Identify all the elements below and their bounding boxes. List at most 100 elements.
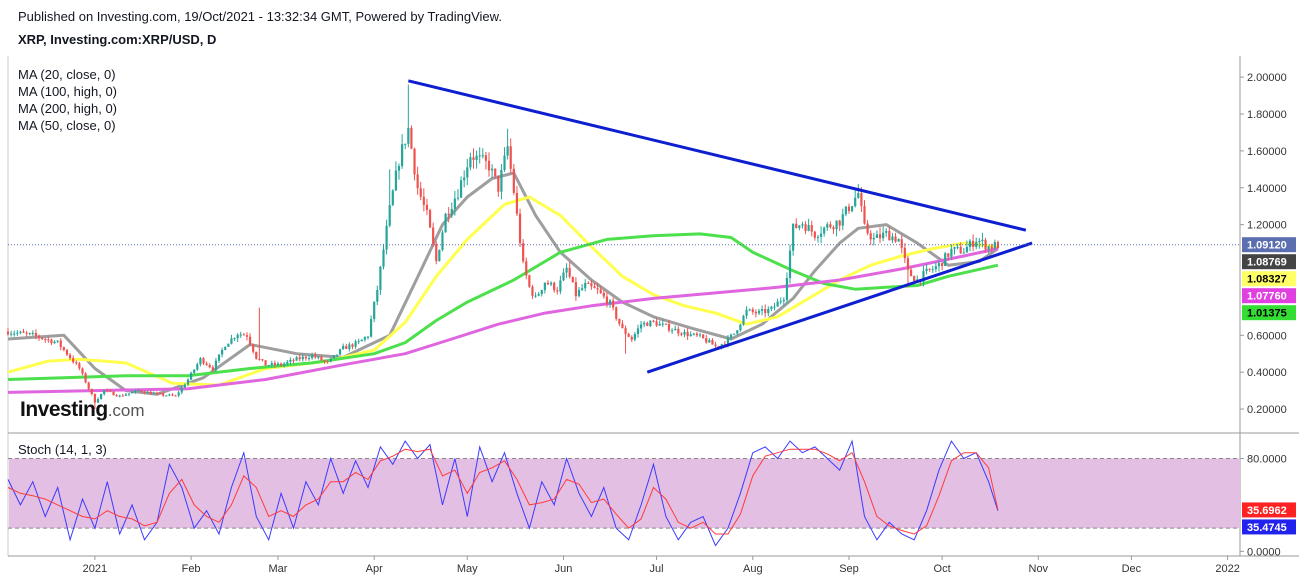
- price-label: 1.01375: [1247, 308, 1287, 320]
- candle-body: [369, 319, 373, 337]
- candle-body: [34, 332, 38, 336]
- candle-body: [338, 349, 342, 355]
- time-tick-label: 2022: [1215, 563, 1239, 575]
- candle-body: [571, 276, 574, 283]
- time-tick-label: Oct: [934, 563, 951, 575]
- candle-body: [987, 246, 990, 250]
- candle-body: [401, 144, 404, 167]
- candle-body: [487, 160, 491, 171]
- legend-ma200[interactable]: MA (200, high, 0): [18, 101, 117, 116]
- candle-body: [425, 204, 429, 211]
- candle-body: [221, 350, 224, 355]
- candle-body: [351, 344, 354, 347]
- candle-body: [751, 309, 754, 312]
- candle-body: [214, 360, 218, 371]
- candle-body: [838, 220, 841, 226]
- candle-body: [56, 340, 59, 342]
- candle-body: [720, 344, 723, 347]
- stoch-legend[interactable]: Stoch (14, 1, 3): [18, 442, 107, 457]
- candle-body: [199, 358, 202, 365]
- candle-body: [72, 358, 75, 363]
- candle-body: [174, 395, 177, 397]
- candle-body: [872, 237, 875, 240]
- candle-body: [301, 356, 304, 360]
- candle-body: [22, 331, 25, 333]
- candle-body: [432, 227, 435, 244]
- candle-body: [103, 390, 106, 394]
- candle-body: [463, 177, 466, 181]
- stoch-line-0: [7, 439, 999, 547]
- candle-body: [947, 253, 950, 257]
- candle-body: [503, 155, 506, 171]
- candle-body: [115, 395, 118, 397]
- candle-body: [698, 334, 702, 336]
- candle-body: [236, 334, 239, 339]
- candle-body: [295, 357, 298, 361]
- candle-body: [326, 361, 329, 363]
- candle-body: [453, 198, 456, 209]
- legend-ma50[interactable]: MA (50, close, 0): [18, 118, 116, 133]
- candle-body: [804, 224, 807, 231]
- time-tick-label: Sep: [839, 563, 859, 575]
- time-tick-label: Feb: [182, 563, 201, 575]
- candle-body: [652, 320, 655, 322]
- candle-body: [44, 338, 47, 340]
- candle-body: [407, 127, 410, 144]
- candle-body: [124, 394, 128, 396]
- candle-body: [354, 341, 357, 347]
- candle-body: [686, 331, 689, 337]
- candle-body: [438, 249, 441, 262]
- candle-body: [705, 338, 708, 343]
- candle-body: [146, 391, 149, 394]
- candle-body: [965, 247, 969, 253]
- candle-body: [950, 248, 953, 257]
- candle-body: [360, 339, 363, 342]
- candle-body: [739, 324, 742, 331]
- candle-body: [162, 393, 165, 396]
- candle-body: [584, 282, 587, 289]
- candle-body: [925, 268, 928, 272]
- time-tick-label: Mar: [269, 563, 288, 575]
- price-tick-label: 1.40000: [1247, 183, 1287, 195]
- candle-body: [823, 227, 826, 234]
- candle-body: [382, 249, 385, 267]
- candle-body: [748, 309, 751, 311]
- candle-body: [118, 395, 121, 397]
- price-tick-label: 0.60000: [1247, 330, 1287, 342]
- candle-body: [788, 250, 792, 279]
- legend-ma100[interactable]: MA (100, high, 0): [18, 84, 117, 99]
- candle-body: [90, 388, 93, 395]
- candle-body: [981, 239, 984, 242]
- candle-body: [189, 372, 193, 380]
- candle-body: [689, 334, 692, 337]
- candle-body: [826, 224, 829, 228]
- trendline-1: [646, 241, 1033, 374]
- price-label-bg: [1242, 288, 1296, 304]
- candle-body: [792, 223, 795, 251]
- candle-body: [525, 261, 528, 276]
- candle-body: [155, 393, 159, 395]
- candle-body: [801, 224, 804, 226]
- candle-body: [478, 155, 481, 157]
- candle-body: [540, 290, 543, 295]
- candle-body: [292, 359, 295, 361]
- ma-line-1: [7, 195, 999, 387]
- candle-body: [171, 394, 174, 396]
- candle-body: [829, 224, 832, 228]
- candle-body: [62, 347, 65, 350]
- candle-body: [968, 240, 972, 248]
- legend-ma20[interactable]: MA (20, close, 0): [18, 67, 116, 82]
- candle-body: [956, 246, 959, 248]
- ma-legend[interactable]: MA (20, close, 0) MA (100, high, 0) MA (…: [18, 66, 117, 134]
- time-tick-label: 2021: [83, 563, 107, 575]
- candle-body: [96, 398, 100, 403]
- candle-body: [962, 252, 965, 254]
- candle-body: [646, 322, 649, 327]
- candle-body: [68, 354, 72, 359]
- candle-body: [674, 328, 677, 331]
- candle-body: [41, 337, 44, 339]
- candle-body: [531, 286, 534, 296]
- candle-body: [854, 197, 857, 207]
- candle-body: [298, 357, 301, 360]
